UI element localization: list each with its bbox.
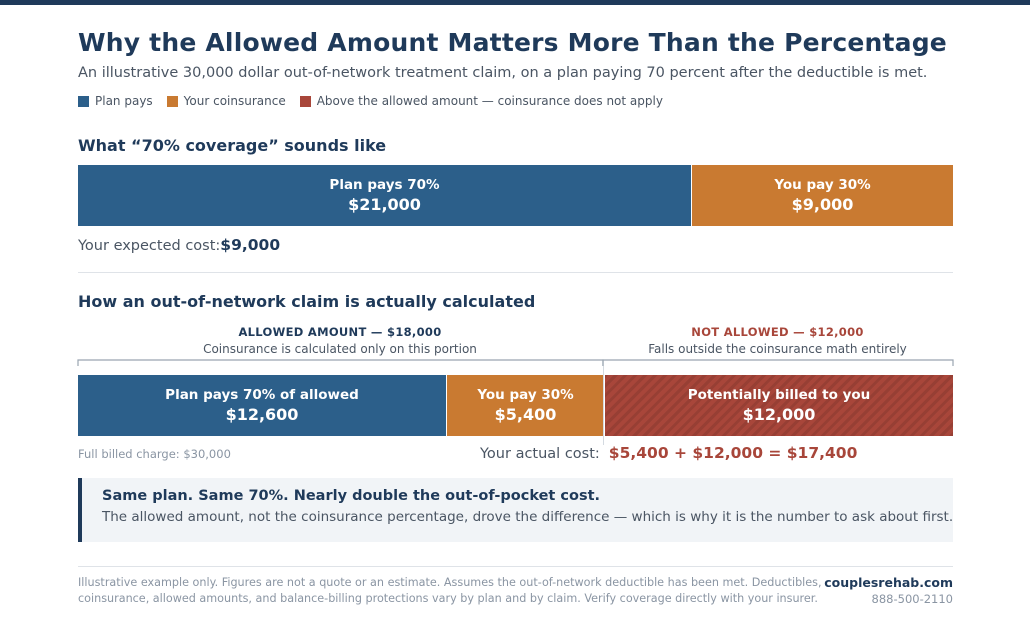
footer-brand: couplesrehab.com 888-500-2110 <box>824 575 953 607</box>
top-accent-bar <box>0 0 1030 5</box>
chart1-title: What “70% coverage” sounds like <box>78 136 387 155</box>
expected-cost: Your expected cost:$9,000 <box>78 236 280 254</box>
actual-cost-value: $5,400 + $12,000 = $17,400 <box>608 444 858 462</box>
chart2-bar-3: Potentially billed to you $12,000 <box>604 375 953 436</box>
chart2-bar-1-label: Plan pays 70% of allowed <box>165 386 359 403</box>
not-allowed-bracket-line <box>602 359 954 366</box>
chart1-bar-2-value: $9,000 <box>791 194 854 214</box>
section-divider <box>78 272 953 273</box>
allowed-split-guide <box>603 366 604 445</box>
chart1-bar-1-label: Plan pays 70% <box>329 176 440 193</box>
footer-phone[interactable]: 888-500-2110 <box>871 592 953 606</box>
callout-body: The allowed amount, not the coinsurance … <box>102 509 954 525</box>
callout-heading: Same plan. Same 70%. Nearly double the o… <box>102 488 601 504</box>
legend-label-coinsurance: Your coinsurance <box>183 94 286 108</box>
footer-divider <box>78 566 953 567</box>
chart1-bar-1-value: $21,000 <box>348 194 421 214</box>
not-allowed-heading: NOT ALLOWED — $12,000 <box>691 325 864 339</box>
chart1-bar-2: You pay 30% $9,000 <box>691 165 953 226</box>
page-title: Why the Allowed Amount Matters More Than… <box>78 28 947 57</box>
legend-swatch-above-allowed <box>299 95 311 107</box>
not-allowed-sub: Falls outside the coinsurance math entir… <box>648 342 907 356</box>
legend-label-plan: Plan pays <box>95 94 153 108</box>
legend-swatch-coinsurance <box>166 95 178 107</box>
actual-cost-label: Your actual cost: <box>480 446 600 462</box>
legend-swatch-plan <box>78 95 89 107</box>
chart2-bar-2-label: You pay 30% <box>477 386 574 403</box>
chart1-bar-1: Plan pays 70% $21,000 <box>78 165 691 226</box>
chart2-bar-1: Plan pays 70% of allowed $12,600 <box>78 375 446 436</box>
legend-item-coinsurance: Your coinsurance <box>166 94 286 108</box>
allowed-amount-sub: Coinsurance is calculated only on this p… <box>203 342 477 356</box>
not-allowed-bracket-label: NOT ALLOWED — $12,000 Falls outside the … <box>602 325 953 356</box>
callout-box: Same plan. Same 70%. Nearly double the o… <box>78 478 953 542</box>
expected-cost-value: $9,000 <box>220 236 281 254</box>
actual-cost: Your actual cost: $5,400 + $12,000 = $17… <box>480 444 857 462</box>
footer-site-link[interactable]: couplesrehab.com <box>824 575 953 590</box>
legend: Plan pays Your coinsurance Above the all… <box>78 94 677 108</box>
legend-item-above-allowed: Above the allowed amount — coinsurance d… <box>299 94 663 108</box>
chart2-title: How an out-of-network claim is actually … <box>78 292 536 311</box>
bracket-lines <box>77 359 954 366</box>
full-billed-charge: Full billed charge: $30,000 <box>78 447 231 461</box>
page-subtitle: An illustrative 30,000 dollar out-of-net… <box>78 65 928 81</box>
allowed-bracket-line <box>77 359 604 366</box>
chart2-bar-1-value: $12,600 <box>225 404 299 424</box>
chart2-bar-3-label: Potentially billed to you <box>687 386 871 403</box>
legend-label-above-allowed: Above the allowed amount — coinsurance d… <box>316 94 663 108</box>
legend-item-plan: Plan pays <box>78 94 153 108</box>
chart2-bar-2: You pay 30% $5,400 <box>446 375 604 436</box>
allowed-amount-bracket-label: ALLOWED AMOUNT — $18,000 Coinsurance is … <box>78 325 602 356</box>
expected-cost-label: Your expected cost: <box>78 238 221 254</box>
chart2-bar-3-value: $12,000 <box>742 404 816 424</box>
chart1-bar-2-label: You pay 30% <box>774 176 871 193</box>
footer-note: Illustrative example only. Figures are n… <box>78 576 822 605</box>
allowed-amount-heading: ALLOWED AMOUNT — $18,000 <box>238 325 442 339</box>
chart2-bar-2-value: $5,400 <box>494 404 557 424</box>
